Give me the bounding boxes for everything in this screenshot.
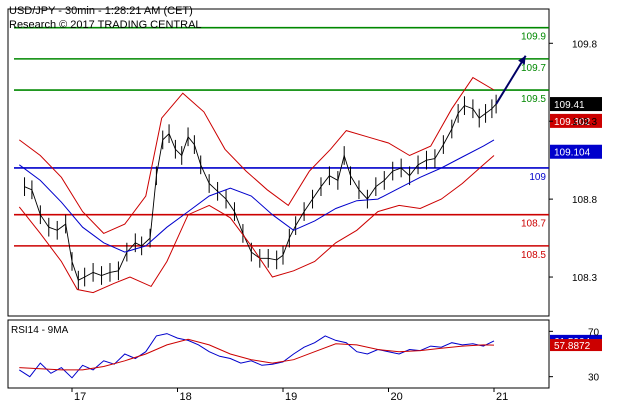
x-tick-label: 18 bbox=[180, 391, 192, 403]
rsi-title: RSI14 - 9MA bbox=[11, 325, 69, 336]
y-tick-label: 108.3 bbox=[572, 273, 597, 284]
x-tick-label: 17 bbox=[74, 391, 86, 403]
x-tick-label: 20 bbox=[391, 391, 403, 403]
level-label: 109.9 bbox=[521, 32, 546, 43]
rsi-y-tick-label: 70 bbox=[588, 327, 600, 338]
chart-title: USD/JPY - 30min - 1:28:21 AM (CET) bbox=[9, 5, 193, 17]
price-tag-label: 109.104 bbox=[554, 148, 591, 159]
rsi-tag-label: 57.8872 bbox=[554, 341, 591, 352]
price-tag bbox=[550, 113, 602, 128]
bollinger-upper-line bbox=[19, 76, 495, 234]
axes: 109.41 109.302 109.104 108.3 108.8 109.3 109.8… bbox=[71, 39, 602, 403]
level-label: 109.7 bbox=[521, 63, 546, 74]
rsi-ma-line bbox=[19, 338, 495, 371]
projection-arrowhead bbox=[518, 55, 526, 65]
x-tick-label: 19 bbox=[285, 391, 297, 403]
level-label: 109.5 bbox=[521, 94, 546, 105]
moving-average-line bbox=[19, 139, 495, 253]
rsi-line bbox=[19, 333, 495, 379]
y-tick-label: 108.8 bbox=[572, 195, 597, 206]
rsi-panel-frame bbox=[7, 319, 550, 389]
rsi-panel bbox=[7, 319, 550, 389]
level-label: 108.7 bbox=[521, 219, 546, 230]
price-tag-label: 109.41 bbox=[554, 100, 585, 111]
bollinger-lower-line bbox=[18, 155, 495, 294]
level-label: 109 bbox=[529, 172, 546, 183]
main-price-panel: 109.9 109.7 109.5 109 108.7 108.5 bbox=[7, 8, 550, 317]
level-label: 108.5 bbox=[521, 250, 546, 261]
x-tick-label: 21 bbox=[496, 391, 508, 403]
price-tag bbox=[550, 97, 602, 112]
y-tick-label: 109.8 bbox=[572, 39, 597, 50]
rsi-tag bbox=[550, 339, 602, 352]
projection-arrow bbox=[495, 55, 527, 105]
price-tag-label: 109.302 bbox=[554, 117, 591, 128]
rsi-y-tick-label: 30 bbox=[588, 373, 600, 384]
y-tick-label: 109.3 bbox=[572, 117, 597, 128]
price-tag bbox=[550, 144, 602, 159]
main-panel-frame bbox=[7, 8, 550, 317]
chart-subtitle: Research © 2017 TRADING CENTRAL bbox=[9, 19, 202, 31]
